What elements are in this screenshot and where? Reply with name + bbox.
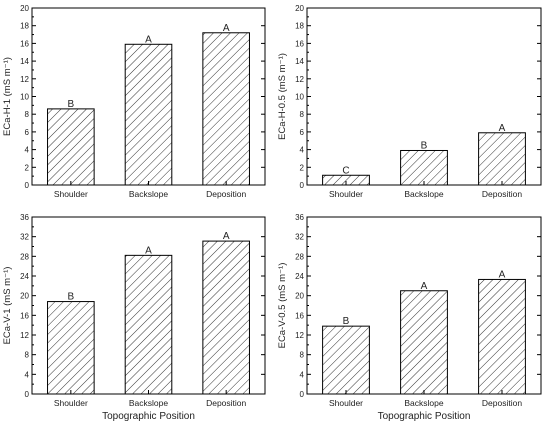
x-tick-label: Shoulder [329,398,363,408]
bar-deposition [478,132,526,186]
x-tick-label: Backslope [129,398,168,408]
significance-letter: B [67,99,74,110]
chart-panel-3: 0 4 8 12 16 20 24 28 32 36 B Shoulder A Backslope A Dep… [2,213,266,421]
significance-letter: A [499,269,506,280]
y-tick-label: 8 [300,351,305,360]
x-tick-label: Backslope [129,189,168,199]
y-tick-label: 28 [20,252,29,261]
y-tick-label: 0 [25,181,30,190]
y-tick-label: 12 [20,331,29,340]
significance-letter: A [223,231,230,242]
y-axis-label: ECa-V-0.5 (mS m⁻¹) [277,263,288,349]
x-tick-label: Deposition [206,398,246,408]
y-tick-label: 0 [25,390,30,399]
y-axis-label: ECa-H-0.5 (mS m⁻¹) [277,53,288,140]
bar-shoulder [47,108,95,186]
y-tick-label: 24 [295,272,304,281]
y-tick-label: 8 [300,110,305,119]
bar-backslope [400,290,448,395]
x-tick-label: Shoulder [54,189,88,199]
bar-backslope [124,43,173,186]
y-tick-label: 36 [295,213,304,222]
significance-letter: A [499,123,506,134]
significance-letter: B [421,140,428,151]
y-tick-label: 0 [300,181,305,190]
x-tick-label: Deposition [206,189,246,199]
y-tick-label: 32 [295,233,304,242]
x-tick-label: Shoulder [329,189,363,199]
x-tick-label: Backslope [404,398,443,408]
y-tick-label: 28 [295,252,304,261]
y-tick-label: 8 [25,110,30,119]
y-tick-label: 16 [20,311,29,320]
significance-letter: A [421,281,428,292]
bar-deposition [202,240,250,395]
y-tick-label: 14 [295,57,304,66]
chart-panel-4: 0 4 8 12 16 20 24 28 32 36 B Shoulder A Backslope A Dep… [277,213,542,421]
y-tick-label: 14 [20,57,29,66]
significance-letter: A [145,34,152,45]
y-tick-label: 16 [295,311,304,320]
y-tick-label: 18 [295,22,304,31]
chart-panel-2: 0 2 4 6 8 10 12 14 16 18 20 C Shoulder B Backslope A Dep… [277,4,542,199]
y-axis-label: ECa-H-1 (mS m⁻¹) [2,57,13,136]
y-axis-label: ECa-V-1 (mS m⁻¹) [2,267,13,345]
chart-panel-1: 0 2 4 6 8 10 12 14 16 18 20 B Shoulder A Backslope A Dep… [2,4,266,199]
bar-backslope [124,254,173,395]
y-tick-label: 6 [300,128,305,137]
x-tick-label: Backslope [404,189,443,199]
significance-letter: A [223,23,230,34]
x-tick-label: Shoulder [54,398,88,408]
x-axis-label: Topographic Position [102,411,195,421]
significance-letter: B [67,292,74,303]
bar-deposition [202,32,250,186]
y-tick-label: 8 [25,351,30,360]
bar-shoulder [47,301,95,395]
y-tick-label: 4 [25,146,30,155]
y-tick-label: 10 [295,93,304,102]
y-tick-label: 20 [295,292,304,301]
y-tick-label: 2 [25,163,30,172]
y-tick-label: 20 [295,4,304,13]
y-tick-label: 0 [300,390,305,399]
y-tick-label: 16 [20,39,29,48]
y-tick-label: 32 [20,233,29,242]
bar-shoulder [322,325,370,395]
y-tick-label: 6 [25,128,30,137]
y-tick-label: 36 [20,213,29,222]
y-tick-label: 12 [295,331,304,340]
x-axis-label: Topographic Position [378,411,471,421]
significance-letter: B [343,316,350,327]
x-tick-label: Deposition [482,189,522,199]
significance-letter: C [342,165,349,176]
x-tick-label: Deposition [482,398,522,408]
y-tick-label: 12 [295,75,304,84]
y-tick-label: 20 [20,4,29,13]
significance-letter: A [145,245,152,256]
y-tick-label: 2 [300,163,305,172]
y-tick-label: 12 [20,75,29,84]
y-tick-label: 4 [300,146,305,155]
y-tick-label: 18 [20,22,29,31]
y-tick-label: 24 [20,272,29,281]
bar-deposition [478,278,526,395]
y-tick-label: 4 [25,370,30,379]
bar-backslope [400,149,448,186]
y-tick-label: 16 [295,39,304,48]
y-tick-label: 20 [20,292,29,301]
y-tick-label: 4 [300,370,305,379]
y-tick-label: 10 [20,93,29,102]
